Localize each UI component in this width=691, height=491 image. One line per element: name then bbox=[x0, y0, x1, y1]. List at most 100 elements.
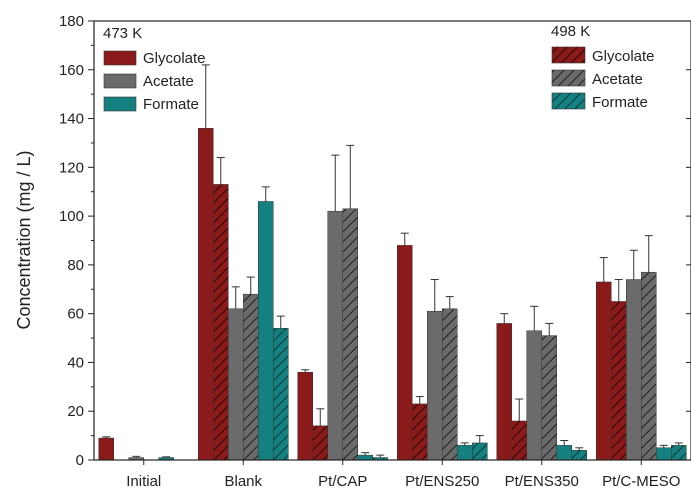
error-bar-formate-473k-initial bbox=[162, 456, 171, 458]
bar-glycolate-473k-pt-ens350 bbox=[496, 323, 512, 461]
y-tick-label: 0 bbox=[76, 452, 84, 469]
error-bar-acetate-498k-pt-ens250 bbox=[445, 296, 454, 309]
bar-acetate-498k-pt-c-meso bbox=[641, 271, 657, 461]
legend-473k-label-acetate: Acetate bbox=[143, 73, 194, 90]
error-bar-acetate-473k-pt-cap bbox=[331, 154, 340, 212]
bar-acetate-498k-pt-ens350 bbox=[541, 335, 557, 461]
bar-acetate-498k-pt-ens250 bbox=[442, 308, 458, 461]
x-tick-label: Pt/ENS250 bbox=[405, 473, 479, 490]
bar-formate-498k-pt-ens350 bbox=[571, 449, 587, 461]
error-bar-acetate-473k-blank bbox=[231, 286, 240, 309]
error-bar-glycolate-473k-pt-ens350 bbox=[500, 313, 509, 324]
bar-formate-473k-pt-c-meso bbox=[656, 447, 672, 461]
y-tick-label: 120 bbox=[59, 159, 84, 176]
bar-glycolate-473k-initial bbox=[98, 437, 114, 461]
error-bar-acetate-498k-pt-ens350 bbox=[545, 322, 554, 336]
error-bar-formate-473k-pt-ens350 bbox=[560, 439, 569, 446]
bar-formate-498k-pt-c-meso bbox=[671, 445, 687, 461]
legend-473k-swatch-formate bbox=[103, 96, 137, 112]
error-bar-glycolate-473k-pt-ens250 bbox=[400, 232, 409, 246]
bar-glycolate-473k-blank bbox=[198, 128, 214, 461]
bar-acetate-473k-pt-ens250 bbox=[427, 310, 443, 461]
error-bar-formate-473k-blank bbox=[261, 186, 270, 202]
error-bar-formate-498k-pt-cap bbox=[376, 454, 385, 458]
bar-glycolate-498k-pt-c-meso bbox=[611, 301, 627, 461]
error-bar-formate-498k-pt-ens350 bbox=[575, 447, 584, 451]
error-bar-acetate-498k-blank bbox=[246, 276, 255, 295]
x-tick-label: Blank bbox=[224, 473, 262, 490]
bar-formate-498k-pt-ens250 bbox=[472, 442, 488, 461]
error-bar-acetate-473k-pt-c-meso bbox=[629, 249, 638, 280]
legend-498k-label-glycolate: Glycolate bbox=[592, 48, 655, 65]
legend-473k-swatch-acetate bbox=[103, 73, 137, 89]
bar-formate-498k-blank bbox=[273, 328, 289, 461]
y-tick-label: 140 bbox=[59, 111, 84, 128]
bar-glycolate-473k-pt-ens250 bbox=[397, 245, 413, 461]
bar-formate-473k-pt-ens350 bbox=[556, 445, 572, 461]
legend-473k-swatch-glycolate bbox=[103, 50, 137, 66]
bar-acetate-473k-pt-cap bbox=[327, 210, 343, 461]
legend-473k: 473 K Glycolate Acetate Formate bbox=[103, 25, 206, 113]
bar-formate-473k-blank bbox=[258, 201, 274, 461]
x-tick-label: Pt/C-MESO bbox=[602, 473, 680, 490]
bar-acetate-498k-pt-cap bbox=[342, 208, 358, 461]
error-bar-formate-473k-pt-cap bbox=[361, 452, 370, 456]
y-tick-label: 40 bbox=[67, 354, 84, 371]
legend-473k-label-formate: Formate bbox=[143, 96, 199, 113]
error-bar-glycolate-498k-pt-cap bbox=[316, 408, 325, 426]
bar-glycolate-498k-pt-cap bbox=[312, 425, 328, 461]
legend-498k-swatch-glycolate bbox=[551, 46, 586, 64]
error-bar-glycolate-498k-pt-ens250 bbox=[415, 396, 424, 404]
error-bar-acetate-473k-pt-ens350 bbox=[530, 305, 539, 331]
error-bar-glycolate-473k-initial bbox=[102, 436, 111, 439]
error-bar-acetate-473k-pt-ens250 bbox=[430, 279, 439, 312]
y-tick-label: 20 bbox=[67, 403, 84, 420]
bar-formate-473k-pt-cap bbox=[357, 454, 373, 461]
error-bar-glycolate-473k-pt-cap bbox=[301, 369, 310, 373]
error-bar-glycolate-498k-pt-c-meso bbox=[614, 279, 623, 302]
legend-473k-temperature: 473 K bbox=[103, 25, 142, 42]
bar-formate-473k-pt-ens250 bbox=[457, 445, 473, 461]
error-bars bbox=[102, 64, 683, 458]
bar-glycolate-473k-pt-cap bbox=[297, 371, 313, 461]
error-bar-glycolate-498k-pt-ens350 bbox=[515, 398, 524, 421]
legend-498k-temperature: 498 K bbox=[551, 23, 590, 40]
y-tick-label: 80 bbox=[67, 257, 84, 274]
bar-glycolate-498k-blank bbox=[213, 184, 229, 461]
y-tick-label: 180 bbox=[59, 13, 84, 30]
error-bar-formate-473k-pt-c-meso bbox=[659, 444, 668, 448]
y-tick-label: 160 bbox=[59, 62, 84, 79]
legend-498k-swatch-formate bbox=[551, 92, 586, 110]
bar-glycolate-498k-pt-ens350 bbox=[511, 420, 527, 461]
bar-glycolate-498k-pt-ens250 bbox=[412, 403, 428, 461]
error-bar-acetate-498k-pt-c-meso bbox=[644, 235, 653, 273]
x-tick-label: Pt/ENS350 bbox=[505, 473, 579, 490]
x-tick-label: Pt/CAP bbox=[318, 473, 367, 490]
error-bar-formate-498k-pt-c-meso bbox=[674, 442, 683, 446]
y-tick-label: 100 bbox=[59, 208, 84, 225]
error-bar-formate-498k-blank bbox=[276, 315, 285, 329]
error-bar-glycolate-473k-blank bbox=[201, 64, 210, 129]
legend-498k-label-acetate: Acetate bbox=[592, 71, 643, 88]
legend-498k-swatch-acetate bbox=[551, 69, 586, 87]
bar-glycolate-473k-pt-c-meso bbox=[596, 281, 612, 461]
error-bar-glycolate-473k-pt-c-meso bbox=[599, 257, 608, 282]
legend-498k: 498 K Glycolate Acetate Formate bbox=[551, 23, 655, 111]
error-bar-formate-498k-pt-ens250 bbox=[475, 435, 484, 443]
bar-acetate-498k-blank bbox=[243, 293, 259, 461]
error-bar-acetate-498k-pt-cap bbox=[346, 144, 355, 209]
legend-498k-label-formate: Formate bbox=[592, 94, 648, 111]
bar-acetate-473k-pt-ens350 bbox=[526, 330, 542, 461]
y-tick-label: 60 bbox=[67, 306, 84, 323]
axis-ticks: Initial Blank Pt/CAP Pt/ENS250 Pt/ENS350 Pt/C… bbox=[59, 13, 691, 490]
legend-473k-label-glycolate: Glycolate bbox=[143, 50, 206, 67]
y-axis-label: Concentration (mg / L) bbox=[14, 150, 34, 329]
error-bar-glycolate-498k-blank bbox=[216, 157, 225, 185]
bar-acetate-473k-blank bbox=[228, 308, 244, 461]
error-bar-acetate-473k-initial bbox=[132, 455, 141, 458]
error-bar-formate-473k-pt-ens250 bbox=[460, 442, 469, 446]
x-tick-label: Initial bbox=[126, 473, 161, 490]
bars bbox=[98, 128, 687, 461]
bar-acetate-473k-pt-c-meso bbox=[626, 279, 642, 461]
